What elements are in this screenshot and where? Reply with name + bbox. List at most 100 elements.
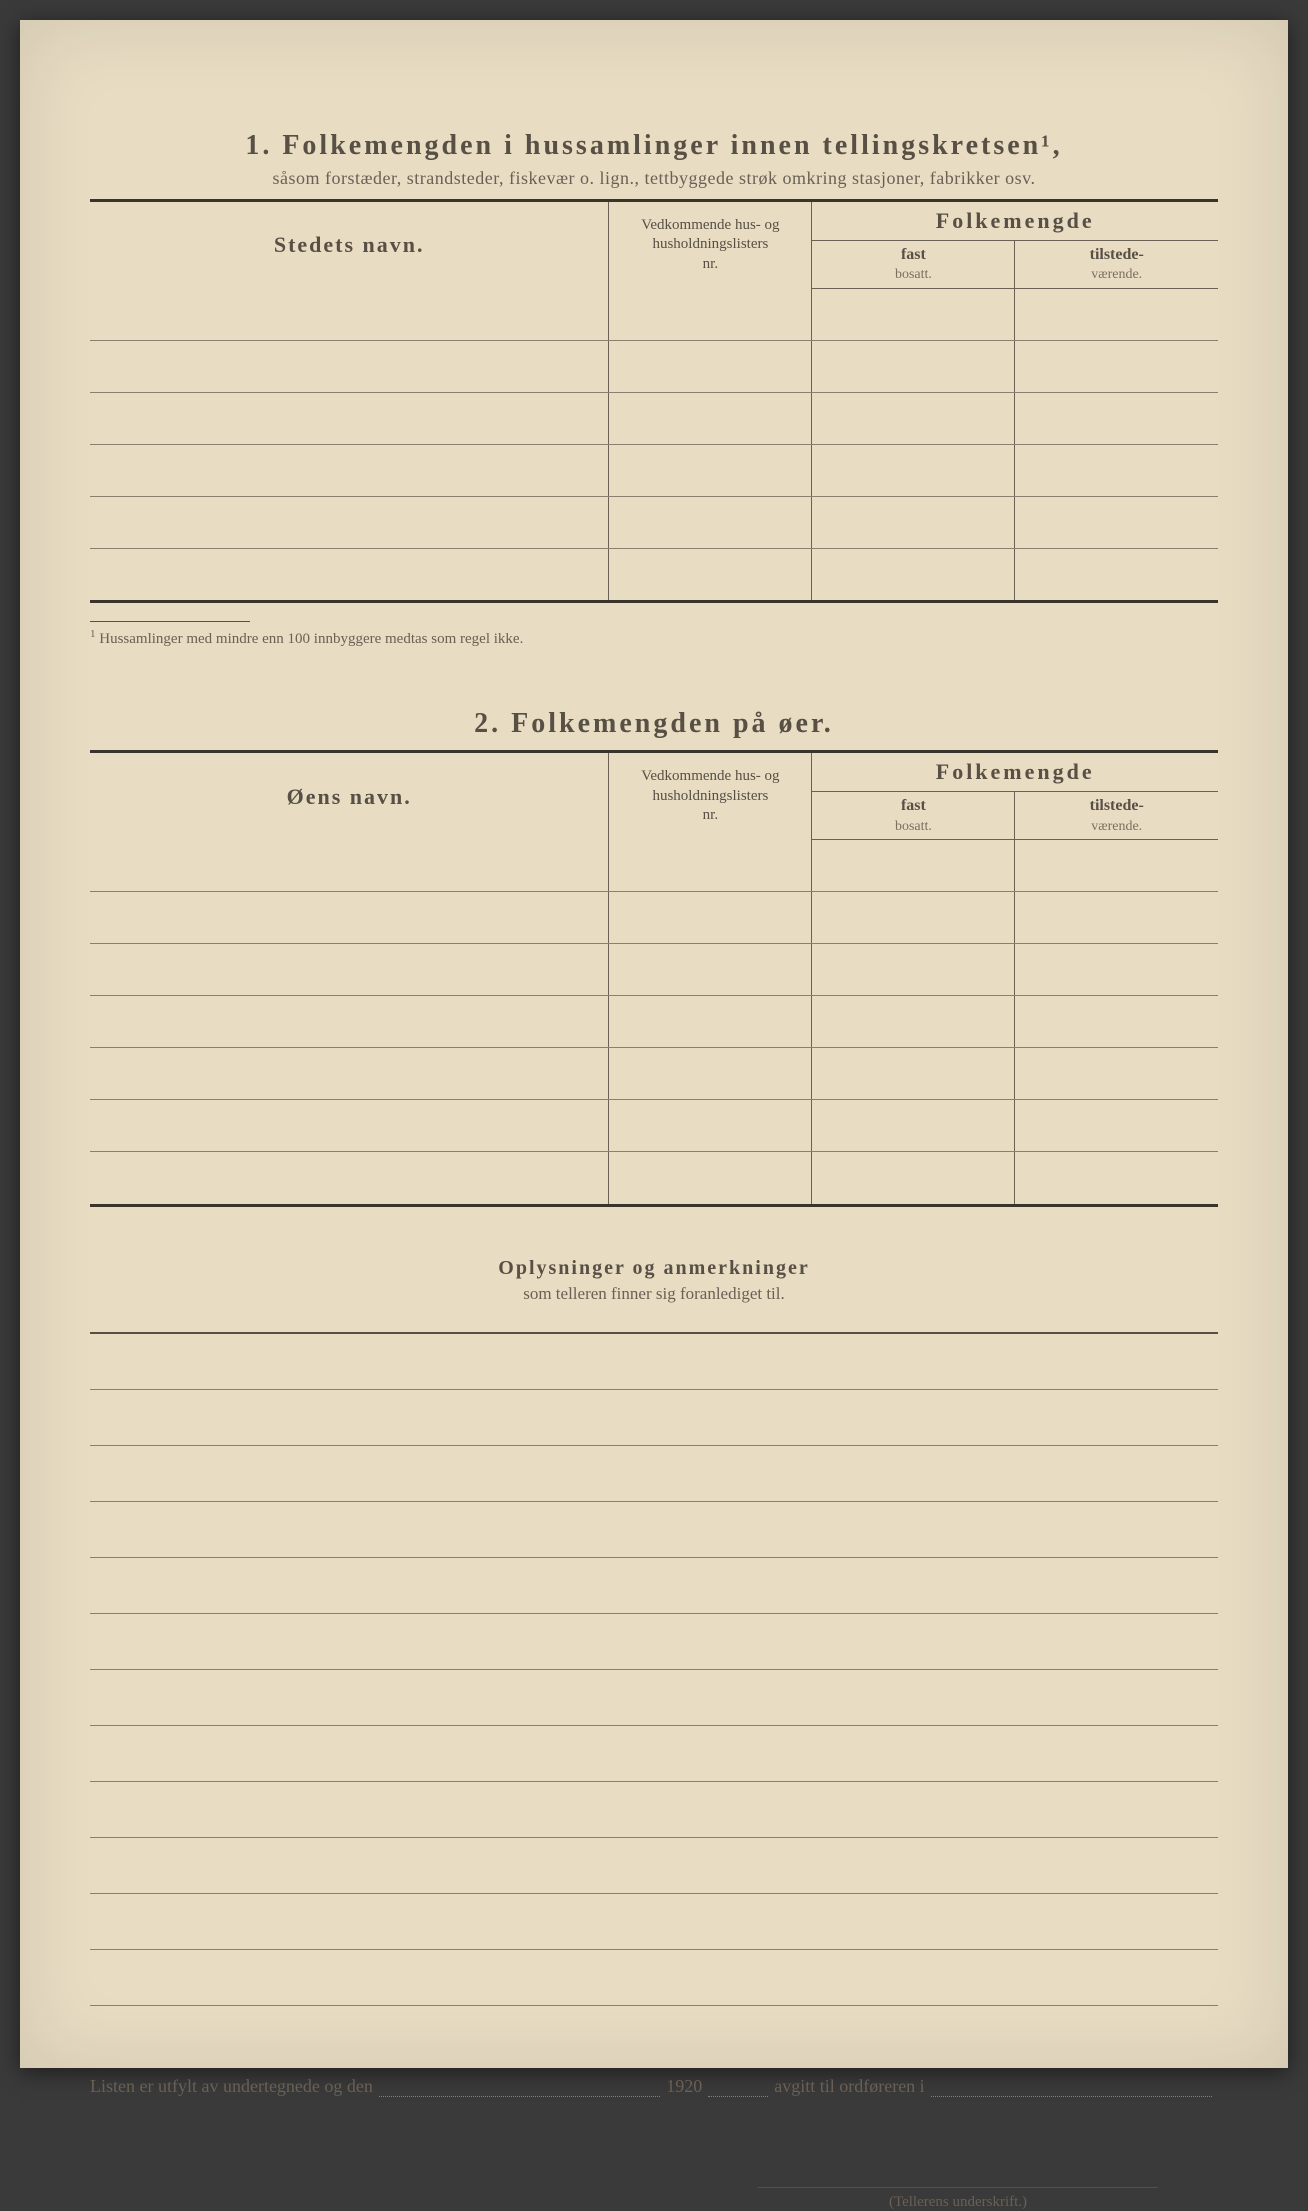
remarks-title: Oplysninger og anmerkninger: [90, 1257, 1218, 1280]
table-cell: [609, 496, 812, 548]
section1-subtitle: såsom forstæder, strandsteder, fiskevær …: [90, 168, 1218, 189]
section-1: 1. Folkemengden i hussamlinger innen tel…: [90, 130, 1218, 648]
section2-number: 2.: [474, 708, 501, 739]
table-cell: [609, 340, 812, 392]
remarks-section: Oplysninger og anmerkninger som telleren…: [90, 1257, 1218, 2006]
table-cell: [609, 392, 812, 444]
table-cell: [812, 288, 1015, 340]
table-row: [90, 840, 1218, 892]
table-cell: [1015, 340, 1218, 392]
table-cell: [812, 1152, 1015, 1204]
col2-header-name: Øens navn.: [90, 753, 609, 839]
col-header-fast: fast bosatt.: [812, 241, 1015, 289]
document-page: 1. Folkemengden i hussamlinger innen tel…: [20, 20, 1288, 2068]
footer-text-a: Listen er utfylt av undertegnede og den: [90, 2076, 373, 2097]
section1-table-wrap: Stedets navn. Vedkommende hus- og hushol…: [90, 199, 1218, 603]
table-cell: [90, 1152, 609, 1204]
table-cell: [1015, 840, 1218, 892]
remarks-lines: [90, 1332, 1218, 2006]
table-cell: [1015, 944, 1218, 996]
table-cell: [1015, 996, 1218, 1048]
footer-blank-2: [708, 2077, 768, 2097]
section1-footnote: 1 Hussamlinger med mindre enn 100 innbyg…: [90, 628, 1218, 648]
section2-body: [90, 840, 1218, 1204]
section1-number: 1.: [245, 130, 272, 161]
table-row: [90, 288, 1218, 340]
table-cell: [812, 392, 1015, 444]
remark-line: [90, 1950, 1218, 2006]
table-cell: [609, 996, 812, 1048]
section1-body: [90, 288, 1218, 600]
table-cell: [812, 496, 1015, 548]
table-row: [90, 392, 1218, 444]
footnote-rule: [90, 621, 250, 622]
col2-header-ref: Vedkommende hus- og husholdningslisters …: [609, 753, 812, 839]
section2-title: 2. Folkemengden på øer.: [90, 708, 1218, 740]
table-cell: [812, 996, 1015, 1048]
section1-title: 1. Folkemengden i hussamlinger innen tel…: [90, 130, 1218, 162]
footer-blank-1: [379, 2077, 660, 2097]
footer-blank-3: [931, 2077, 1212, 2097]
table-row: [90, 496, 1218, 548]
section2-table-wrap: Øens navn. Vedkommende hus- og husholdni…: [90, 750, 1218, 1206]
remarks-subtitle: som telleren finner sig foranlediget til…: [90, 1284, 1218, 1304]
col2-header-group: Folkemengde: [812, 753, 1218, 792]
remark-line: [90, 1558, 1218, 1614]
col-header-name: Stedets navn.: [90, 202, 609, 288]
remark-line: [90, 1614, 1218, 1670]
table-row: [90, 892, 1218, 944]
table-cell: [90, 944, 609, 996]
table-row: [90, 944, 1218, 996]
col-header-group: Folkemengde: [812, 202, 1218, 241]
table-cell: [90, 340, 609, 392]
col-header-tilstede: tilstede- værende.: [1015, 241, 1218, 289]
table-cell: [812, 1100, 1015, 1152]
table-row: [90, 1048, 1218, 1100]
table-cell: [609, 548, 812, 600]
section1-title-text: Folkemengden i hussamlinger innen tellin…: [282, 130, 1062, 161]
section1-table: Stedets navn. Vedkommende hus- og hushol…: [90, 202, 1218, 600]
table-cell: [90, 288, 609, 340]
table-cell: [812, 840, 1015, 892]
signature-area: (Tellerens underskrift.): [90, 2187, 1218, 2211]
table-cell: [609, 1152, 812, 1204]
table-cell: [90, 892, 609, 944]
remark-line: [90, 1782, 1218, 1838]
table-cell: [812, 548, 1015, 600]
table-cell: [90, 392, 609, 444]
table-cell: [609, 1100, 812, 1152]
col2-header-tilstede: tilstede- værende.: [1015, 792, 1218, 840]
section-2: 2. Folkemengden på øer. Øens navn. Vedko…: [90, 708, 1218, 1206]
remark-line: [90, 1670, 1218, 1726]
table-cell: [1015, 1152, 1218, 1204]
signature-label: (Tellerens underskrift.): [758, 2187, 1158, 2211]
remark-line: [90, 1838, 1218, 1894]
table-cell: [1015, 288, 1218, 340]
table-cell: [90, 444, 609, 496]
table-cell: [609, 840, 812, 892]
table-cell: [1015, 392, 1218, 444]
table-cell: [812, 444, 1015, 496]
table-cell: [812, 340, 1015, 392]
table-row: [90, 548, 1218, 600]
table-cell: [812, 944, 1015, 996]
remark-line: [90, 1334, 1218, 1390]
table-row: [90, 1100, 1218, 1152]
table-cell: [812, 1048, 1015, 1100]
table-cell: [609, 444, 812, 496]
table-cell: [812, 892, 1015, 944]
table-cell: [609, 892, 812, 944]
table-cell: [609, 288, 812, 340]
table-cell: [90, 996, 609, 1048]
table-cell: [90, 496, 609, 548]
col2-header-fast: fast bosatt.: [812, 792, 1015, 840]
section2-table: Øens navn. Vedkommende hus- og husholdni…: [90, 753, 1218, 1203]
table-cell: [1015, 496, 1218, 548]
table-cell: [1015, 892, 1218, 944]
col-header-ref: Vedkommende hus- og husholdningslisters …: [609, 202, 812, 288]
table-row: [90, 444, 1218, 496]
section2-title-text: Folkemengden på øer.: [511, 708, 834, 739]
remark-line: [90, 1446, 1218, 1502]
table-cell: [609, 1048, 812, 1100]
table-cell: [1015, 1100, 1218, 1152]
